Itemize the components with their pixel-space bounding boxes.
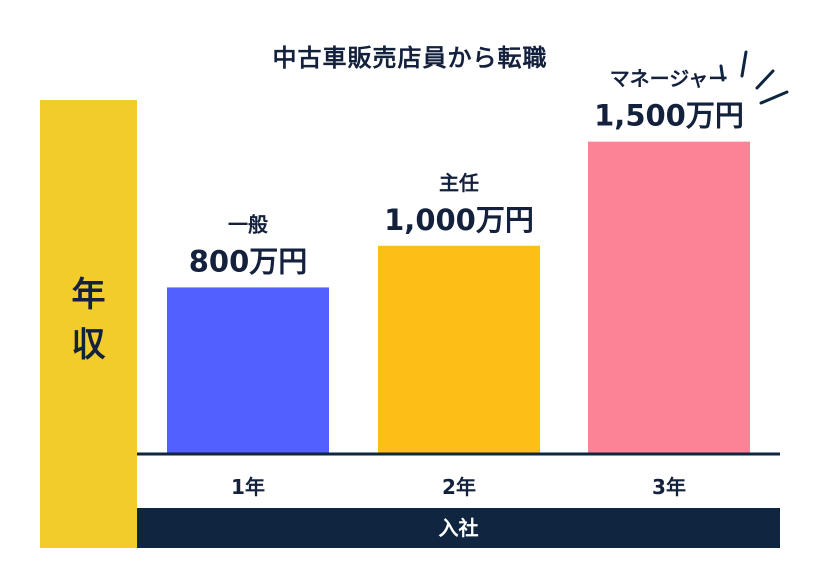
bars-group: 800万円 一般 1年 1,000万円 主任 2年 1,500万円 マネージャー 3年 [167,67,750,499]
emphasis-line-4 [759,90,789,105]
chart-title: 中古車販売店員から転職 [272,44,548,72]
emphasis-line-3 [755,69,775,90]
x-axis-label: 入社 [438,516,479,540]
bar-2 [378,245,540,454]
x-tick-label-3: 3年 [652,475,686,499]
x-tick-label-2: 2年 [442,475,476,499]
bar-3 [588,141,750,454]
bar-value-label-2: 1,000万円 [384,203,534,237]
bar-value-label-3: 1,500万円 [594,99,744,133]
y-axis-label-char-1: 年 [71,275,106,315]
bar-role-label-1: 一般 [228,212,268,236]
x-tick-label-1: 1年 [231,475,265,499]
bar-1 [167,287,329,454]
x-axis-band [137,508,780,548]
emphasis-lines [719,50,789,105]
emphasis-line-1 [719,64,725,82]
y-axis-band [40,100,137,548]
bar-value-label-1: 800万円 [189,244,308,278]
y-axis-label-char-2: 収 [71,325,106,365]
bar-role-label-3: マネージャー [610,67,729,91]
y-axis-label: 年 収 [40,270,137,370]
bar-role-label-2: 主任 [439,171,479,195]
emphasis-line-2 [740,50,748,78]
